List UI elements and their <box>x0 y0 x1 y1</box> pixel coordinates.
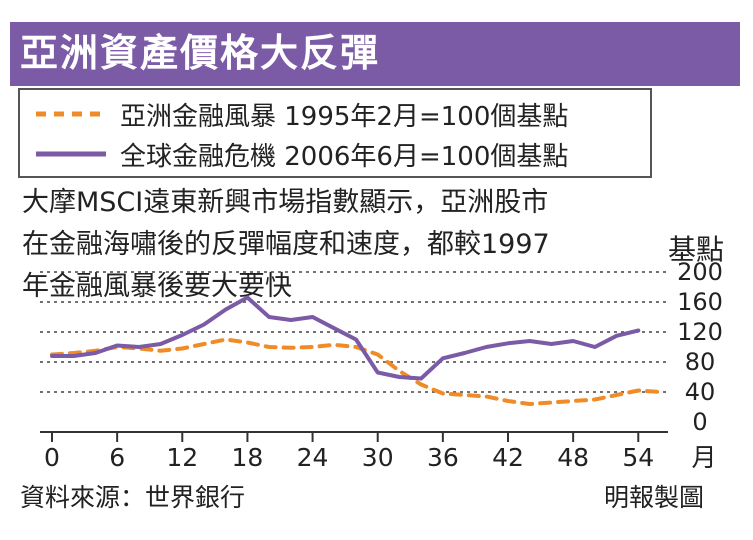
x-tick-label: 48 <box>557 443 589 472</box>
credit-note: 明報製圖 <box>604 483 705 512</box>
y-tick-label: 120 <box>677 318 723 346</box>
legend-swatch-dashed <box>36 111 106 117</box>
x-tick-label: 18 <box>232 443 264 472</box>
legend-item-asian-crisis: 亞洲金融風暴 1995年2月=100個基點 <box>36 96 568 132</box>
legend: 亞洲金融風暴 1995年2月=100個基點 全球金融危機 2006年6月=100… <box>18 88 652 178</box>
series-line-asian-crisis <box>50 337 662 406</box>
x-tick-label: 54 <box>622 443 654 472</box>
x-tick-label: 12 <box>166 443 198 472</box>
y-tick-label: 40 <box>685 378 716 406</box>
series-line-global-crisis <box>50 295 641 381</box>
description-line-2: 在金融海嘯後的反彈幅度和速度，都較1997 <box>22 229 550 260</box>
y-tick-label: 80 <box>685 348 716 376</box>
x-tick-label: 36 <box>427 443 459 472</box>
description-line-1: 大摩MSCI遠東新興市場指數顯示，亞洲股市 <box>22 187 549 218</box>
y-tick-label: 0 <box>692 408 707 436</box>
x-tick-label: 0 <box>44 443 60 472</box>
title-bar <box>10 22 740 86</box>
y-tick-label: 200 <box>677 258 723 286</box>
y-unit-label: 基點 <box>668 233 725 266</box>
x-tick-label: 24 <box>297 443 329 472</box>
x-tick-label: 6 <box>109 443 125 472</box>
x-axis-label: 月 <box>691 443 716 472</box>
x-tick-label: 42 <box>492 443 524 472</box>
legend-item-global-crisis: 全球金融危機 2006年6月=100個基點 <box>36 136 568 172</box>
x-tick-label: 30 <box>362 443 394 472</box>
legend-label: 全球金融危機 2006年6月=100個基點 <box>120 141 569 172</box>
source-note: 資料來源：世界銀行 <box>20 483 246 512</box>
legend-swatch-solid <box>36 151 106 157</box>
y-tick-label: 160 <box>677 288 723 316</box>
legend-label: 亞洲金融風暴 1995年2月=100個基點 <box>120 101 569 132</box>
chart-title: 亞洲資產價格大反彈 <box>20 31 381 75</box>
